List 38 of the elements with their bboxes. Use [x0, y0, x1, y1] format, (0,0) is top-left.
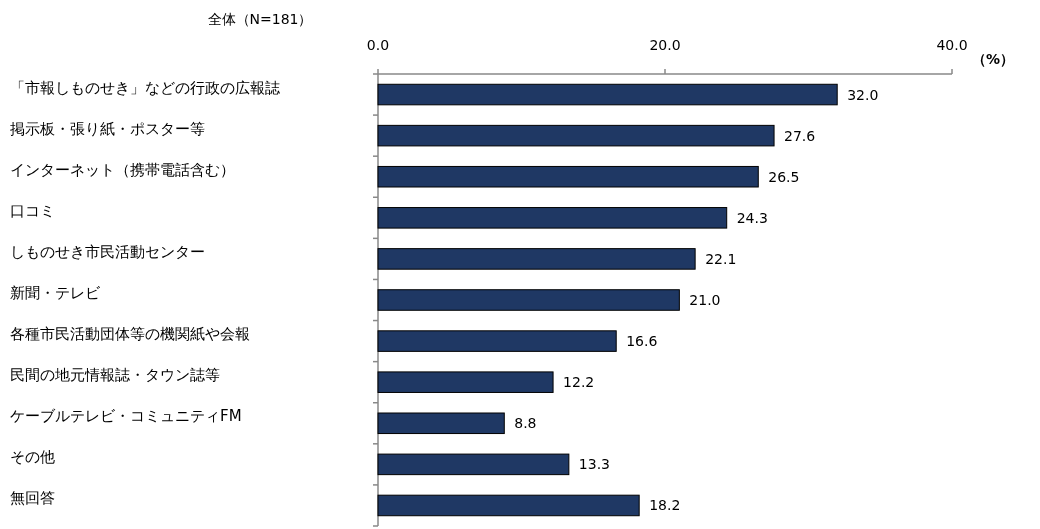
data-label: 24.3: [736, 209, 768, 226]
bar: [377, 330, 617, 352]
y-tick-label: 掲示板・張り紙・ポスター等: [10, 119, 205, 138]
data-label: 8.8: [514, 415, 537, 432]
bar: [377, 289, 680, 311]
y-tick-label: しものせき市民活動センター: [10, 242, 205, 261]
x-tick-label: 20.0: [649, 37, 681, 53]
y-tick-label: 各種市民活動団体等の機関紙や会報: [10, 325, 250, 344]
bar: [377, 371, 554, 393]
x-tick-label: 0.0: [366, 37, 390, 53]
bar: [377, 124, 775, 147]
y-tick-label: 口コミ: [10, 201, 55, 220]
bar: [377, 83, 838, 106]
y-tick-label: 無回答: [10, 489, 55, 508]
data-label: 22.1: [705, 250, 737, 267]
data-label: 13.3: [578, 456, 611, 473]
y-tick-label: その他: [10, 448, 55, 467]
data-label: 26.5: [768, 168, 800, 185]
y-tick-label: インターネット（携帯電話含む）: [10, 160, 235, 179]
data-label: 12.2: [563, 374, 595, 391]
y-tick-label: 民間の地元情報誌・タウン誌等: [10, 366, 220, 385]
bar: [377, 165, 759, 188]
bar: [377, 248, 696, 270]
y-tick-label: ケーブルテレビ・コミュニティFM: [10, 407, 242, 426]
data-label: 27.6: [784, 127, 816, 144]
x-axis-title: （%）: [972, 51, 1015, 67]
data-label: 21.0: [689, 292, 721, 308]
y-tick-label: 「市報しものせき」などの行政の広報誌: [10, 78, 280, 97]
data-label: 18.2: [649, 497, 681, 514]
y-tick-label: 新聞・テレビ: [10, 284, 101, 302]
x-tick-label: 40.0: [936, 37, 968, 53]
bar: [377, 494, 640, 517]
text: 全体（N=181）: [207, 11, 313, 27]
bar: [377, 412, 505, 435]
data-label: 32.0: [847, 86, 879, 103]
bar: [377, 207, 728, 229]
bar: [377, 453, 570, 476]
data-label: 16.6: [626, 333, 658, 350]
